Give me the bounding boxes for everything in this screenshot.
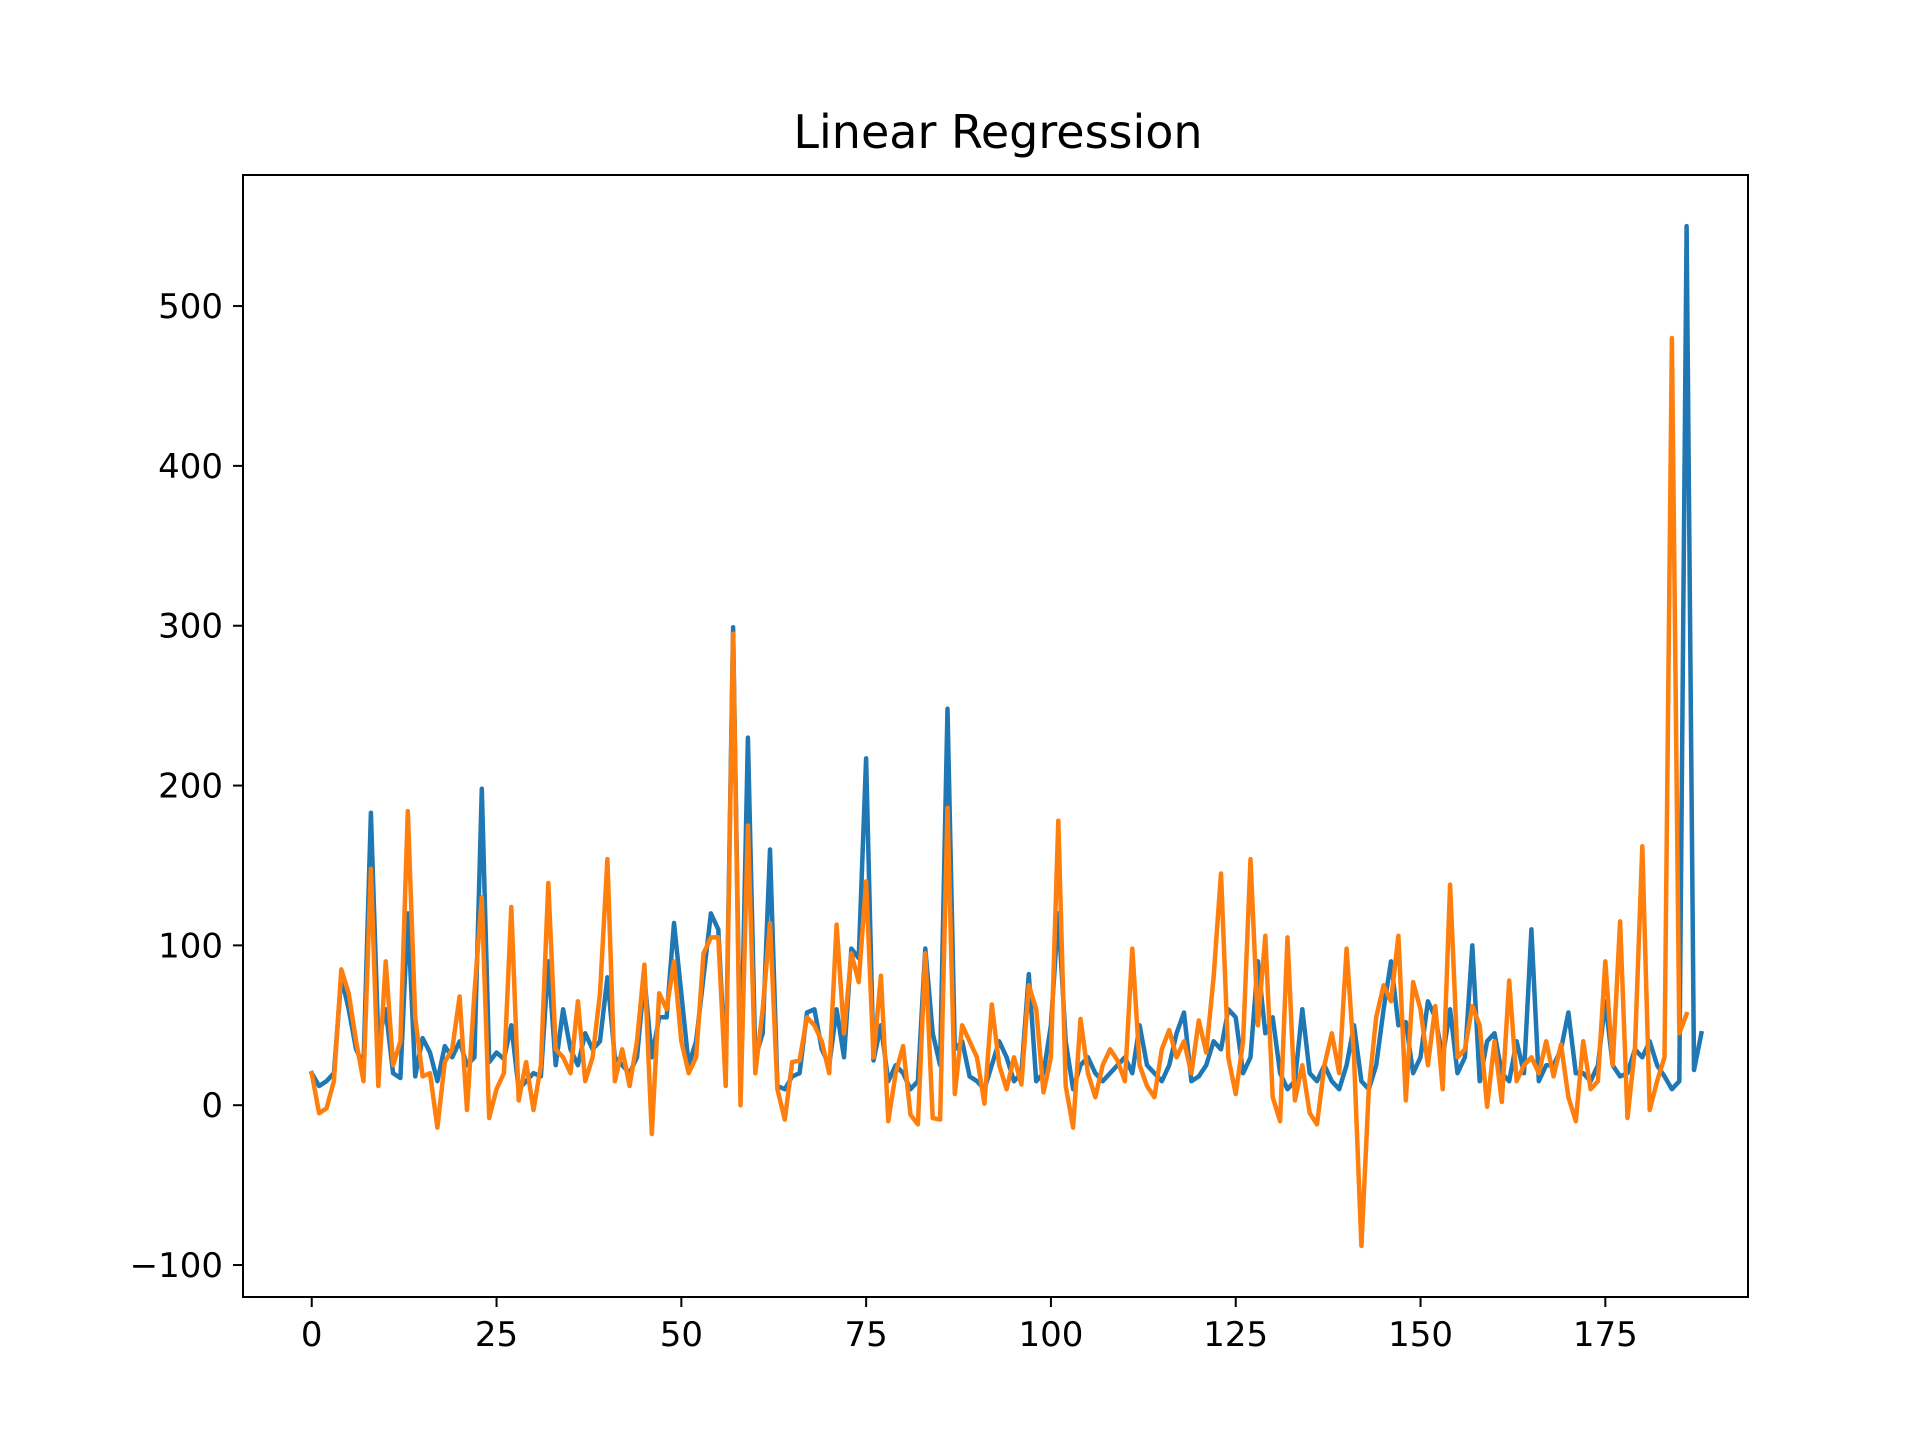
x-tick-label: 175 — [1573, 1315, 1638, 1355]
y-tick-label: −100 — [130, 1246, 223, 1286]
x-tick-label: 0 — [301, 1315, 323, 1355]
y-axis: −100 0 100 200 300 400 500 — [130, 287, 243, 1286]
y-tick-label: 200 — [158, 767, 223, 807]
x-tick-label: 25 — [475, 1315, 518, 1355]
plot-frame — [242, 174, 1749, 1298]
y-tick-label: 100 — [158, 926, 223, 966]
y-tick-label: 500 — [158, 287, 223, 327]
series-line-2 — [309, 335, 1690, 1249]
y-tick-label: 400 — [158, 447, 223, 487]
series-layer — [308, 223, 1705, 1249]
y-tick-label: 300 — [158, 607, 223, 647]
x-tick-label: 125 — [1203, 1315, 1268, 1355]
x-tick-label: 150 — [1388, 1315, 1453, 1355]
x-tick-label: 100 — [1018, 1315, 1083, 1355]
chart-title: Linear Regression — [793, 105, 1202, 159]
x-tick-label: 50 — [660, 1315, 703, 1355]
y-tick-label: 0 — [201, 1086, 223, 1126]
x-axis: 0 25 50 75 100 125 150 175 — [301, 1297, 1638, 1355]
x-tick-label: 75 — [845, 1315, 888, 1355]
